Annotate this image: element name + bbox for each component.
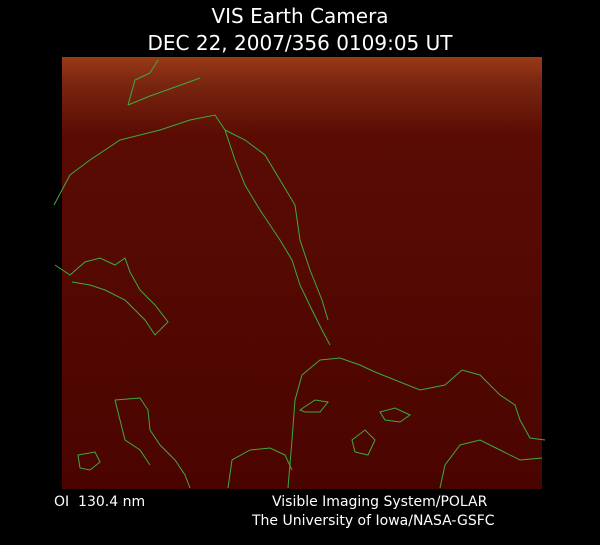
instrument-label: Visible Imaging System/POLAR [272, 494, 488, 510]
filter-label: OI 130.4 nm [54, 494, 146, 510]
coastlines [53, 59, 546, 489]
title: VIS Earth Camera [211, 4, 389, 28]
institution-label: The University of Iowa/NASA-GSFC [252, 513, 495, 529]
timestamp: DEC 22, 2007/356 0109:05 UT [147, 31, 453, 55]
image-frame [62, 57, 542, 489]
